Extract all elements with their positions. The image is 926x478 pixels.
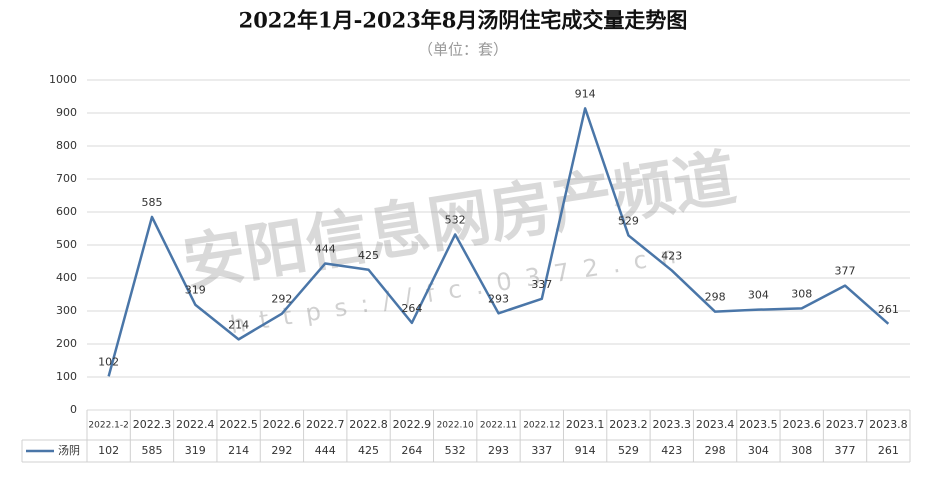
data-label: 261 (878, 303, 899, 316)
x-tick-label: 2023.6 (782, 418, 821, 431)
x-tick-label: 2022.9 (393, 418, 432, 431)
x-tick-label: 2023.8 (869, 418, 908, 431)
data-label: 264 (401, 302, 422, 315)
table-value: 319 (185, 444, 206, 457)
x-tick-label: 2023.2 (609, 418, 648, 431)
table-value: 529 (618, 444, 639, 457)
x-tick-label: 2022.7 (306, 418, 345, 431)
data-label: 214 (228, 318, 249, 331)
table-value: 914 (575, 444, 596, 457)
table-value: 298 (705, 444, 726, 457)
data-label: 585 (141, 196, 162, 209)
y-tick-label: 500 (56, 238, 77, 251)
x-tick-label: 2023.5 (739, 418, 778, 431)
data-label: 425 (358, 249, 379, 262)
table-value: 423 (661, 444, 682, 457)
y-tick-label: 800 (56, 139, 77, 152)
table-value: 425 (358, 444, 379, 457)
table-value: 214 (228, 444, 249, 457)
y-tick-label: 0 (70, 403, 77, 416)
data-label: 914 (575, 87, 596, 100)
data-label: 298 (705, 291, 726, 304)
data-label: 319 (185, 284, 206, 297)
table-value: 304 (748, 444, 769, 457)
y-tick-label: 400 (56, 271, 77, 284)
data-label: 377 (835, 265, 856, 278)
y-tick-label: 700 (56, 172, 77, 185)
y-tick-label: 1000 (49, 73, 77, 86)
data-label: 308 (791, 287, 812, 300)
table-value: 292 (271, 444, 292, 457)
x-tick-label: 2022.11 (480, 421, 517, 431)
table-value: 293 (488, 444, 509, 457)
y-tick-label: 100 (56, 370, 77, 383)
chart-subtitle: （单位：套） (418, 41, 508, 59)
x-tick-label: 2022.6 (263, 418, 302, 431)
legend-label: 汤阴 (58, 443, 80, 457)
data-label: 529 (618, 214, 639, 227)
table-value: 308 (791, 444, 812, 457)
table-value: 102 (98, 444, 119, 457)
table-value: 337 (531, 444, 552, 457)
chart-title: 2022年1月-2023年8月汤阴住宅成交量走势图 (239, 8, 688, 33)
table-value: 585 (141, 444, 162, 457)
y-tick-label: 900 (56, 106, 77, 119)
x-tick-label: 2022.8 (349, 418, 388, 431)
table-value: 264 (401, 444, 422, 457)
x-tick-label: 2023.3 (653, 418, 692, 431)
data-label: 304 (748, 289, 769, 302)
data-label: 292 (271, 293, 292, 306)
data-label: 102 (98, 355, 119, 368)
y-tick-label: 200 (56, 337, 77, 350)
data-label: 423 (661, 249, 682, 262)
y-tick-label: 600 (56, 205, 77, 218)
line (107, 107, 890, 377)
x-tick-label: 2022.1-2 (88, 421, 128, 431)
data-label: 293 (488, 292, 509, 305)
table-value: 532 (445, 444, 466, 457)
table-value: 261 (878, 444, 899, 457)
data-label: 337 (531, 278, 552, 291)
x-tick-label: 2022.12 (523, 421, 560, 431)
x-tick-label: 2023.1 (566, 418, 605, 431)
data-label: 532 (445, 213, 466, 226)
x-tick-label: 2022.5 (219, 418, 258, 431)
x-tick-label: 2023.4 (696, 418, 735, 431)
y-tick-label: 300 (56, 304, 77, 317)
table-value: 444 (315, 444, 336, 457)
data-label: 444 (315, 242, 336, 255)
x-tick-label: 2022.3 (133, 418, 172, 431)
x-tick-label: 2022.4 (176, 418, 215, 431)
table-value: 377 (835, 444, 856, 457)
x-tick-label: 2023.7 (826, 418, 865, 431)
x-tick-label: 2022.10 (437, 421, 474, 431)
